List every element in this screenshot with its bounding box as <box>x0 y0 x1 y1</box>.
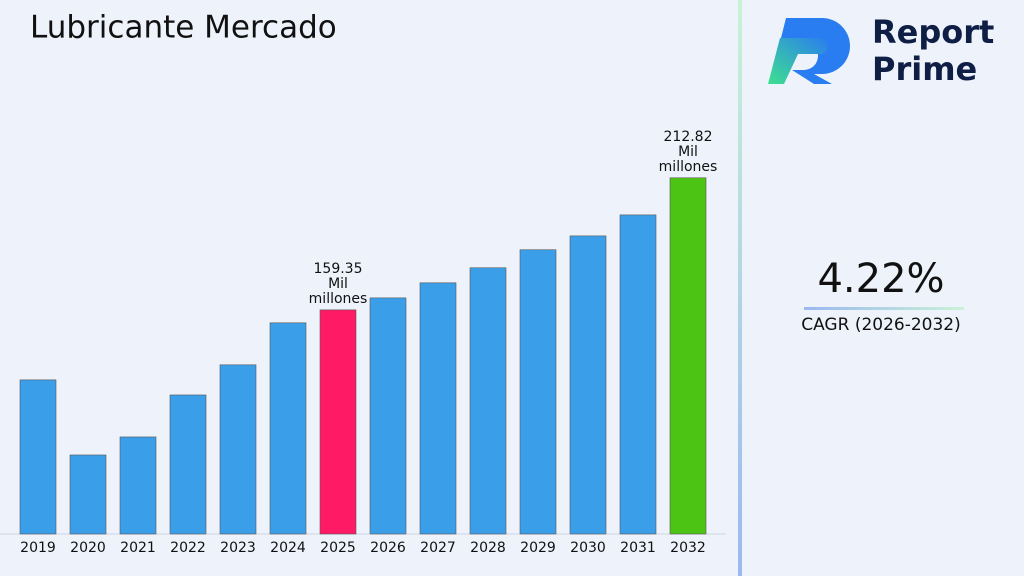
x-tick-label: 2021 <box>120 540 156 556</box>
bar <box>219 364 257 535</box>
x-tick-label: 2031 <box>620 540 656 556</box>
x-tick-label: 2028 <box>470 540 506 556</box>
x-tick-label: 2026 <box>370 540 406 556</box>
bar <box>619 214 657 535</box>
bar <box>19 379 57 535</box>
separator <box>738 0 742 576</box>
bar <box>569 235 607 535</box>
x-tick-label: 2032 <box>670 540 706 556</box>
bar <box>319 309 357 535</box>
bar <box>519 249 557 535</box>
logo-icon <box>768 18 850 84</box>
value-label: 159.35 Mil millones <box>308 260 368 307</box>
x-tick-label: 2024 <box>270 540 306 556</box>
x-tick-label: 2023 <box>220 540 256 556</box>
cagr-underline <box>804 307 964 310</box>
brand-line: Report <box>872 13 994 51</box>
bar <box>369 297 407 535</box>
bar <box>119 436 157 535</box>
cagr-label: CAGR (2026-2032) <box>801 315 961 335</box>
x-tick-label: 2020 <box>70 540 106 556</box>
x-tick-label: 2029 <box>520 540 556 556</box>
x-tick-label: 2030 <box>570 540 606 556</box>
bar <box>669 177 707 535</box>
chart-title: Lubricante Mercado <box>30 10 337 46</box>
bar <box>469 267 507 535</box>
bar <box>419 282 457 535</box>
bar <box>69 454 107 535</box>
bar <box>169 394 207 535</box>
value-label: 212.82 Mil millones <box>658 128 718 175</box>
x-tick-label: 2027 <box>420 540 456 556</box>
x-tick-label: 2025 <box>320 540 356 556</box>
cagr-value: 4.22% <box>817 256 944 302</box>
bar <box>269 322 307 535</box>
brand-line: Prime <box>872 50 977 88</box>
x-tick-label: 2019 <box>20 540 56 556</box>
x-tick-label: 2022 <box>170 540 206 556</box>
